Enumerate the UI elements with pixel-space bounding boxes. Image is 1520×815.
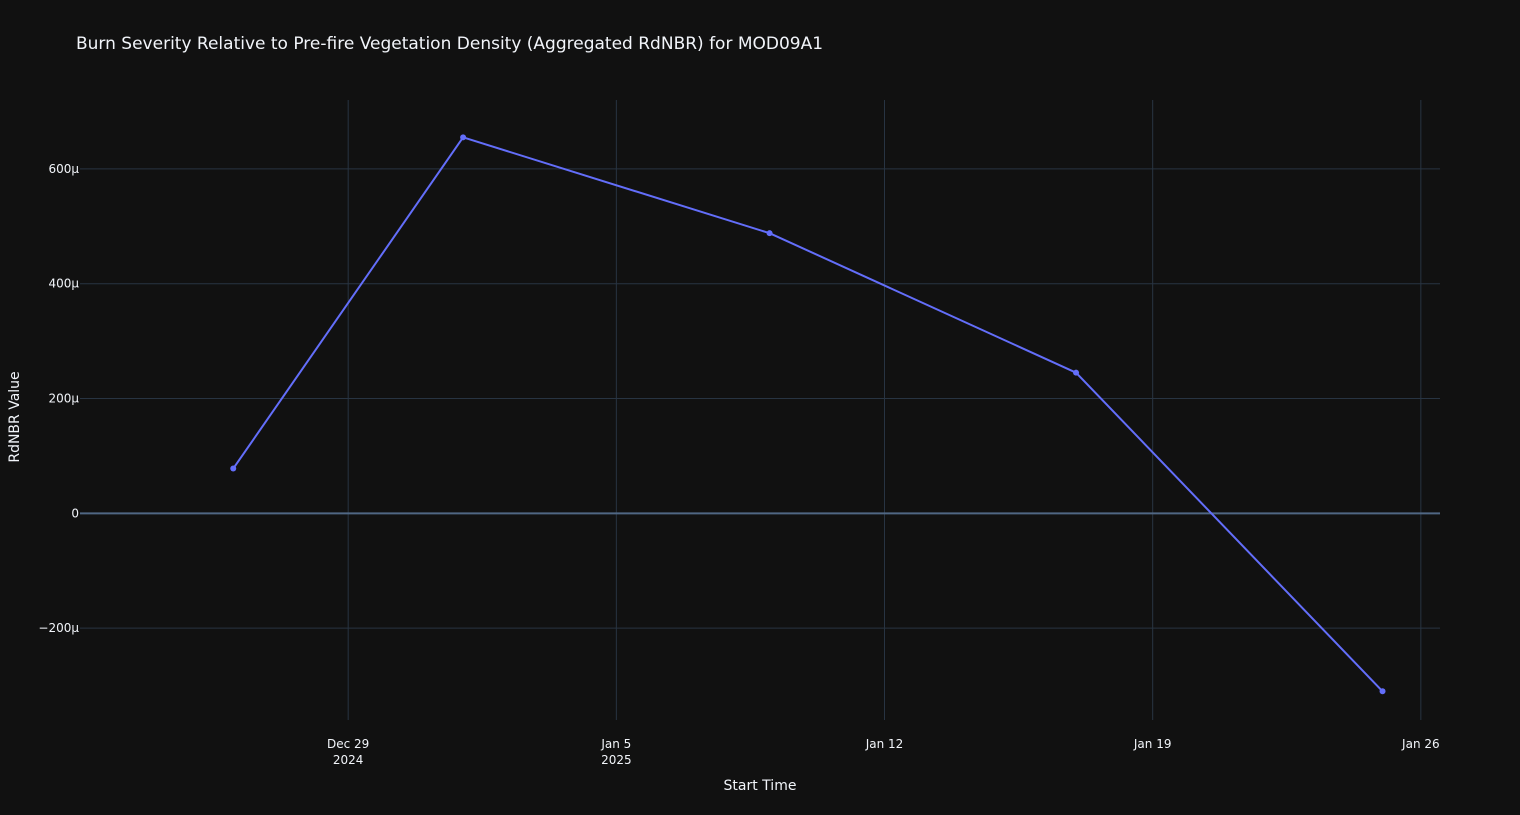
x-tick-sublabel: 2025: [601, 753, 632, 767]
x-tick-label: Jan 12: [865, 737, 904, 751]
y-axis-ticks: −200µ 0 200µ 400µ 600µ: [38, 162, 79, 635]
x-axis-title: Start Time: [724, 778, 797, 794]
x-axis-ticks: Dec 29 2024 Jan 5 2025 Jan 12 Jan 19 Jan 26: [327, 737, 1440, 767]
series-layer: [230, 134, 1386, 695]
x-tick-label: Jan 26: [1401, 737, 1440, 751]
y-tick-label: 0: [71, 506, 79, 520]
data-point: [230, 465, 237, 472]
data-point: [460, 134, 467, 141]
data-point: [766, 230, 773, 237]
y-tick-label: −200µ: [38, 621, 79, 635]
y-tick-label: 200µ: [48, 392, 79, 406]
y-tick-label: 400µ: [48, 277, 79, 291]
x-tick-sublabel: 2024: [333, 753, 364, 767]
data-point: [1379, 688, 1386, 695]
gridlines: [80, 100, 1440, 720]
y-axis-title: RdNBR Value: [7, 371, 23, 462]
y-tick-label: 600µ: [48, 162, 79, 176]
x-tick-label: Jan 5: [600, 737, 631, 751]
chart-title: Burn Severity Relative to Pre-fire Veget…: [76, 34, 823, 54]
x-tick-label: Jan 19: [1133, 737, 1172, 751]
x-tick-label: Dec 29: [327, 737, 369, 751]
data-point: [1073, 369, 1080, 376]
series-line: [232, 136, 1384, 692]
